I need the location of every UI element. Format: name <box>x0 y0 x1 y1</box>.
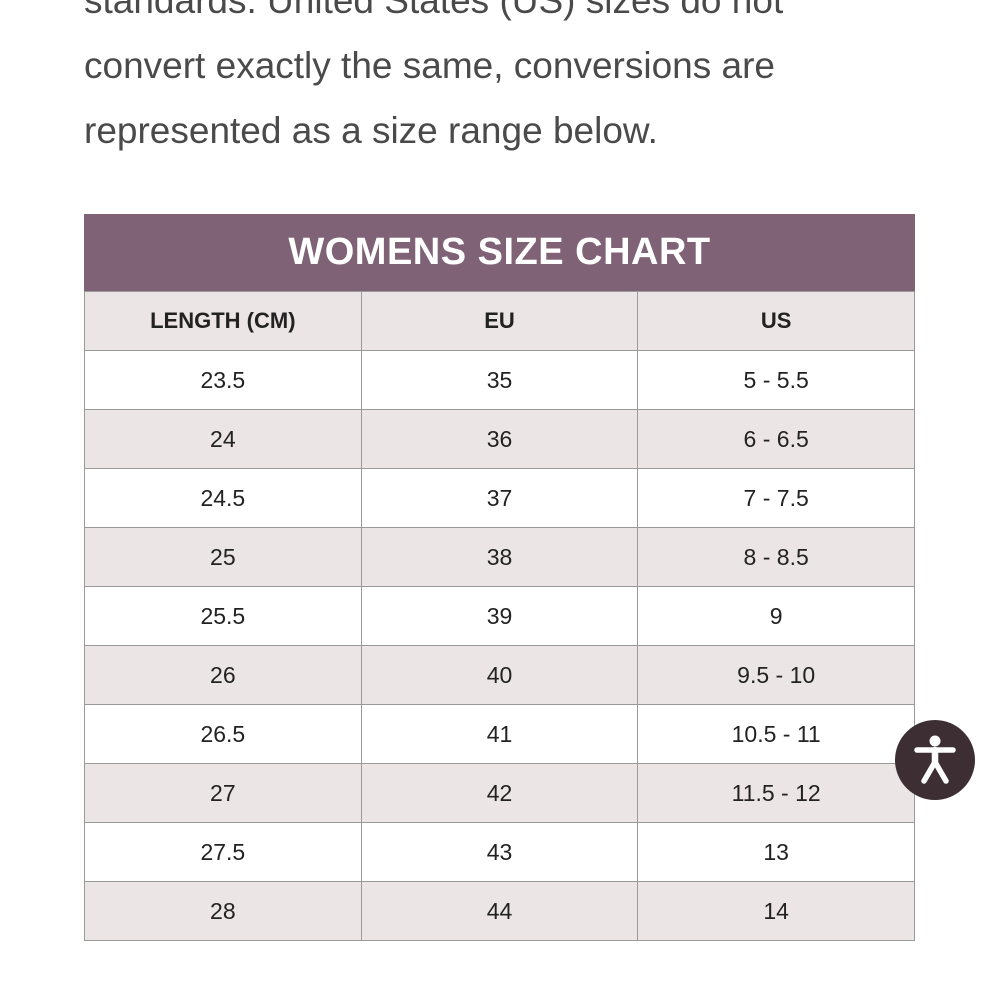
cell-length: 26 <box>84 645 362 705</box>
cell-eu: 44 <box>360 881 639 941</box>
table-header-row: LENGTH (CM) EU US <box>84 291 915 351</box>
cell-length: 23.5 <box>84 350 362 410</box>
cell-eu: 38 <box>360 527 639 587</box>
table-row: 25.5 39 9 <box>84 586 915 646</box>
accessibility-person-icon <box>914 735 956 784</box>
column-header-us: US <box>637 291 915 351</box>
cell-eu: 43 <box>360 822 639 882</box>
column-header-eu: EU <box>360 291 639 351</box>
table-row: 28 44 14 <box>84 881 915 941</box>
cell-us: 13 <box>637 822 915 882</box>
cell-eu: 36 <box>360 409 639 469</box>
cell-length: 26.5 <box>84 704 362 764</box>
table-row: 27 42 11.5 - 12 <box>84 763 915 823</box>
table-row: 26 40 9.5 - 10 <box>84 645 915 705</box>
cell-length: 24.5 <box>84 468 362 528</box>
cell-us: 10.5 - 11 <box>637 704 915 764</box>
cell-eu: 35 <box>360 350 639 410</box>
cell-us: 7 - 7.5 <box>637 468 915 528</box>
cell-eu: 37 <box>360 468 639 528</box>
cell-length: 28 <box>84 881 362 941</box>
intro-paragraph: standards. United States (US) sizes do n… <box>84 0 924 163</box>
table-row: 25 38 8 - 8.5 <box>84 527 915 587</box>
cell-us: 9 <box>637 586 915 646</box>
cell-us: 9.5 - 10 <box>637 645 915 705</box>
womens-size-chart-table: WOMENS SIZE CHART LENGTH (CM) EU US 23.5… <box>84 214 915 941</box>
cell-us: 14 <box>637 881 915 941</box>
size-chart-title: WOMENS SIZE CHART <box>84 214 915 291</box>
cell-length: 27 <box>84 763 362 823</box>
cell-us: 5 - 5.5 <box>637 350 915 410</box>
table-row: 23.5 35 5 - 5.5 <box>84 350 915 410</box>
cell-us: 11.5 - 12 <box>637 763 915 823</box>
intro-line: represented as a size range below. <box>84 110 658 151</box>
table-row: 27.5 43 13 <box>84 822 915 882</box>
cell-eu: 42 <box>360 763 639 823</box>
cell-length: 27.5 <box>84 822 362 882</box>
cell-eu: 40 <box>360 645 639 705</box>
cell-length: 25.5 <box>84 586 362 646</box>
cell-eu: 39 <box>360 586 639 646</box>
table-row: 24 36 6 - 6.5 <box>84 409 915 469</box>
cell-us: 6 - 6.5 <box>637 409 915 469</box>
cell-length: 25 <box>84 527 362 587</box>
cell-eu: 41 <box>360 704 639 764</box>
cell-length: 24 <box>84 409 362 469</box>
table-row: 24.5 37 7 - 7.5 <box>84 468 915 528</box>
intro-line: standards. United States (US) sizes do n… <box>84 0 784 21</box>
column-header-length: LENGTH (CM) <box>84 291 362 351</box>
accessibility-widget-button[interactable] <box>895 720 975 800</box>
table-row: 26.5 41 10.5 - 11 <box>84 704 915 764</box>
cell-us: 8 - 8.5 <box>637 527 915 587</box>
intro-line: convert exactly the same, conversions ar… <box>84 45 775 86</box>
